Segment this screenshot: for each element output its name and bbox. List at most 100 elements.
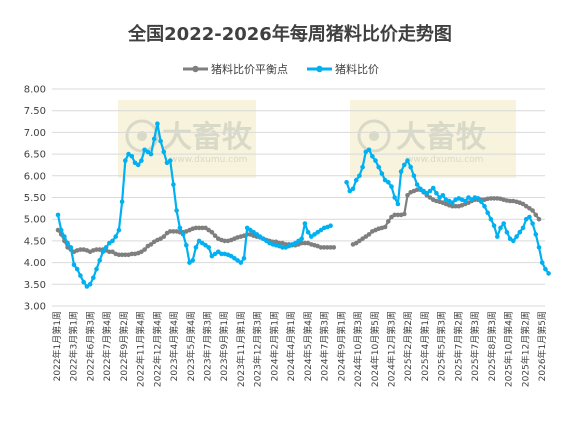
data-point: [453, 203, 458, 209]
x-tick-label: 2025年8月第3周: [486, 311, 498, 381]
data-point: [171, 182, 176, 187]
x-tick-label: 2024年7月第3周: [319, 311, 331, 381]
data-point: [488, 196, 494, 201]
data-point: [212, 233, 218, 238]
watermark-url: www.dxumu.com: [406, 155, 483, 165]
data-point: [119, 252, 125, 258]
data-point: [151, 136, 157, 142]
data-point: [421, 188, 426, 194]
x-tick-label: 2025年12月第2周: [519, 311, 531, 387]
data-point: [437, 195, 442, 200]
legend-label-balance: 猪料比价平衡点: [211, 62, 288, 76]
y-tick-label: 4.50: [24, 236, 46, 247]
data-point: [376, 164, 382, 170]
data-point: [161, 149, 167, 155]
data-point: [203, 225, 208, 231]
legend-marker-balance: [192, 65, 199, 73]
data-point: [353, 177, 359, 183]
data-point: [427, 195, 433, 200]
data-point: [498, 225, 503, 231]
data-point: [350, 186, 356, 192]
data-point: [244, 225, 250, 231]
data-point: [402, 211, 407, 217]
data-point: [411, 173, 417, 179]
data-point: [450, 200, 455, 205]
x-tick-label: 2023年7月第3周: [202, 311, 214, 381]
data-point: [68, 245, 74, 250]
data-point: [97, 247, 102, 252]
data-point: [139, 249, 144, 255]
data-point: [219, 251, 224, 257]
data-point: [331, 245, 337, 250]
data-point: [84, 284, 90, 289]
data-point: [65, 240, 70, 246]
data-point: [398, 169, 404, 174]
data-point: [167, 229, 173, 234]
data-point: [209, 253, 215, 259]
data-point: [103, 245, 109, 250]
x-tick-label: 2025年7月第2周: [452, 311, 464, 381]
chart-title: 全国2022-2026年每周猪料比价走势图: [127, 23, 452, 45]
data-point: [328, 245, 333, 250]
data-point: [414, 182, 420, 187]
data-point: [357, 173, 362, 179]
data-point: [434, 190, 439, 196]
data-point: [520, 201, 526, 207]
data-point: [94, 266, 99, 272]
data-point: [129, 251, 135, 257]
data-point: [129, 154, 135, 159]
data-point: [135, 162, 141, 168]
watermark-right: 大畜牧 www.dxumu.com: [350, 100, 516, 178]
data-point: [395, 201, 401, 207]
data-point: [171, 229, 176, 234]
data-point: [405, 193, 410, 198]
data-point: [155, 121, 160, 126]
data-point: [123, 252, 128, 258]
data-point: [184, 242, 189, 248]
x-tick-label: 2022年6月第3周: [84, 311, 96, 381]
data-point: [200, 225, 205, 231]
x-tick-label: 2026年1月第5周: [536, 311, 548, 381]
x-tick-label: 2025年10月第4周: [503, 311, 515, 387]
data-point: [418, 186, 423, 192]
data-point: [430, 185, 436, 191]
x-tick-label: 2022年9月第2周: [118, 311, 130, 381]
data-point: [264, 238, 269, 244]
data-point: [370, 154, 375, 159]
data-point: [427, 188, 433, 194]
x-tick-label: 2024年9月第1周: [335, 311, 347, 381]
data-point: [78, 247, 83, 252]
y-tick-label: 3.50: [24, 280, 46, 291]
x-tick-label: 2023年12月第3周: [252, 311, 264, 387]
data-point: [392, 195, 398, 200]
x-tick-label: 2025年2月第2周: [402, 311, 414, 381]
data-point: [382, 224, 388, 230]
data-point: [514, 234, 519, 239]
data-point: [469, 197, 475, 202]
data-point: [440, 193, 446, 198]
x-tick-label: 2025年4月第1周: [419, 311, 431, 381]
data-point: [164, 160, 170, 166]
data-point: [382, 177, 388, 183]
data-point: [501, 221, 507, 226]
data-point: [148, 242, 154, 247]
data-point: [488, 216, 494, 222]
x-tick-label: 2024年2月第1周: [268, 311, 280, 381]
data-point: [543, 266, 548, 272]
x-tick-label: 2024年4月第1周: [285, 311, 297, 381]
data-point: [158, 138, 163, 144]
data-point: [424, 190, 430, 196]
data-point: [299, 240, 305, 246]
data-point: [485, 210, 491, 215]
data-point: [238, 260, 244, 265]
data-point: [520, 225, 526, 231]
data-point: [392, 212, 398, 218]
data-point: [479, 199, 484, 205]
x-tick-label: 2024年10月第3周: [352, 311, 364, 387]
data-point: [482, 203, 487, 209]
data-point: [293, 240, 298, 246]
data-point: [113, 234, 118, 239]
data-point: [193, 225, 199, 231]
data-point: [462, 198, 468, 204]
data-point: [190, 258, 195, 263]
